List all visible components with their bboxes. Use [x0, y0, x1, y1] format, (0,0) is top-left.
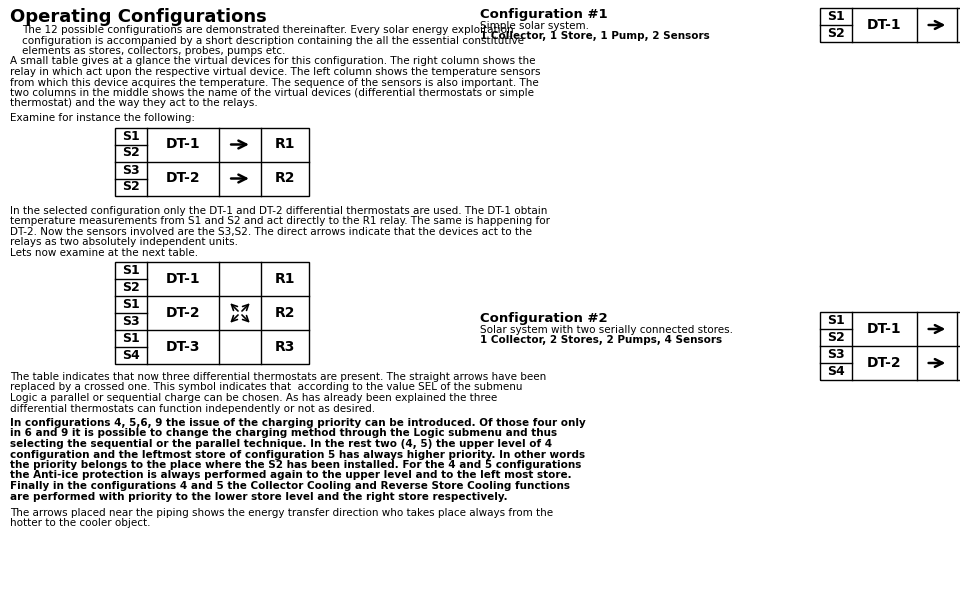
Text: hotter to the cooler object.: hotter to the cooler object.	[10, 518, 151, 529]
Text: 1 Collector, 1 Store, 1 Pump, 2 Sensors: 1 Collector, 1 Store, 1 Pump, 2 Sensors	[480, 31, 709, 41]
Text: S2: S2	[828, 331, 845, 344]
Bar	[115, 128, 309, 195]
Text: S3: S3	[122, 163, 140, 176]
Text: S2: S2	[122, 147, 140, 160]
Text: R2: R2	[275, 306, 296, 320]
Text: R1: R1	[275, 138, 296, 152]
Text: The 12 possible configurations are demonstrated thereinafter. Every solar energy: The 12 possible configurations are demon…	[22, 25, 514, 35]
Text: The table indicates that now three differential thermostats are present. The str: The table indicates that now three diffe…	[10, 372, 546, 382]
Text: DT-1: DT-1	[166, 138, 201, 152]
Text: DT-3: DT-3	[166, 340, 201, 354]
Text: S1: S1	[828, 10, 845, 23]
Text: The arrows placed near the piping shows the energy transfer direction who takes : The arrows placed near the piping shows …	[10, 508, 553, 518]
Text: selecting the sequential or the parallel technique. In the rest two (4, 5) the u: selecting the sequential or the parallel…	[10, 439, 552, 449]
Bar	[820, 312, 960, 380]
Text: DT-2: DT-2	[166, 306, 201, 320]
Text: thermostat) and the way they act to the relays.: thermostat) and the way they act to the …	[10, 98, 257, 109]
Text: S2: S2	[828, 27, 845, 40]
Text: two columns in the middle shows the name of the virtual devices (differential th: two columns in the middle shows the name…	[10, 88, 534, 98]
Text: Examine for instance the following:: Examine for instance the following:	[10, 113, 195, 123]
Text: Finally in the configurations 4 and 5 the Collector Cooling and Reverse Store Co: Finally in the configurations 4 and 5 th…	[10, 481, 570, 491]
Text: In configurations 4, 5,6, 9 the issue of the charging priority can be introduced: In configurations 4, 5,6, 9 the issue of…	[10, 418, 586, 428]
Text: S3: S3	[828, 348, 845, 361]
Text: from which this device acquires the temperature. The sequence of the sensors is : from which this device acquires the temp…	[10, 77, 539, 88]
Text: R2: R2	[275, 171, 296, 185]
Text: DT-1: DT-1	[867, 18, 901, 32]
Text: S2: S2	[122, 181, 140, 193]
Text: 1 Collector, 2 Stores, 2 Pumps, 4 Sensors: 1 Collector, 2 Stores, 2 Pumps, 4 Sensor…	[480, 335, 722, 345]
Text: Solar system with two serially connected stores.: Solar system with two serially connected…	[480, 325, 733, 335]
Text: Configuration #2: Configuration #2	[480, 312, 608, 325]
Text: S1: S1	[122, 332, 140, 345]
Bar	[820, 8, 960, 42]
Text: S4: S4	[828, 365, 845, 378]
Text: DT-2. Now the sensors involved are the S3,S2. The direct arrows indicate that th: DT-2. Now the sensors involved are the S…	[10, 227, 532, 236]
Text: S2: S2	[122, 281, 140, 294]
Text: In the selected configuration only the DT-1 and DT-2 differential thermostats ar: In the selected configuration only the D…	[10, 206, 547, 216]
Text: Logic a parallel or sequential charge can be chosen. As has already been explain: Logic a parallel or sequential charge ca…	[10, 393, 497, 403]
Text: the Anti-ice protection is always performed again to the upper level and to the : the Anti-ice protection is always perfor…	[10, 470, 571, 481]
Text: Operating Configurations: Operating Configurations	[10, 8, 267, 26]
Text: configuration is accompanied by a short description containing the all the essen: configuration is accompanied by a short …	[22, 36, 524, 45]
Text: DT-1: DT-1	[166, 272, 201, 286]
Text: S3: S3	[122, 315, 140, 328]
Text: S4: S4	[122, 349, 140, 362]
Text: S1: S1	[828, 314, 845, 327]
Text: temperature measurements from S1 and S2 and act directly to the R1 relay. The sa: temperature measurements from S1 and S2 …	[10, 216, 550, 226]
Text: DT-2: DT-2	[166, 171, 201, 185]
Text: S1: S1	[122, 130, 140, 142]
Text: elements as stores, collectors, probes, pumps etc.: elements as stores, collectors, probes, …	[22, 46, 285, 56]
Text: R1: R1	[275, 272, 296, 286]
Text: in 6 and 9 it is possible to change the charging method through the Logic submen: in 6 and 9 it is possible to change the …	[10, 429, 557, 438]
Bar	[115, 262, 309, 364]
Text: Lets now examine at the next table.: Lets now examine at the next table.	[10, 247, 198, 257]
Text: differential thermostats can function independently or not as desired.: differential thermostats can function in…	[10, 403, 375, 413]
Text: replaced by a crossed one. This symbol indicates that  according to the value SE: replaced by a crossed one. This symbol i…	[10, 383, 522, 392]
Text: relay in which act upon the respective virtual device. The left column shows the: relay in which act upon the respective v…	[10, 67, 540, 77]
Text: Configuration #1: Configuration #1	[480, 8, 608, 21]
Text: R3: R3	[275, 340, 295, 354]
Text: S1: S1	[122, 264, 140, 277]
Text: the priority belongs to the place where the S2 has been installed. For the 4 and: the priority belongs to the place where …	[10, 460, 582, 470]
Text: relays as two absolutely independent units.: relays as two absolutely independent uni…	[10, 237, 238, 247]
Text: DT-2: DT-2	[867, 356, 901, 370]
Text: S1: S1	[122, 298, 140, 311]
Text: are performed with priority to the lower store level and the right store respect: are performed with priority to the lower…	[10, 491, 508, 502]
Text: A small table gives at a glance the virtual devices for this configuration. The : A small table gives at a glance the virt…	[10, 56, 536, 66]
Text: Simple solar system.: Simple solar system.	[480, 21, 589, 31]
Text: configuration and the leftmost store of configuration 5 has always higher priori: configuration and the leftmost store of …	[10, 449, 586, 459]
Text: DT-1: DT-1	[867, 322, 901, 336]
